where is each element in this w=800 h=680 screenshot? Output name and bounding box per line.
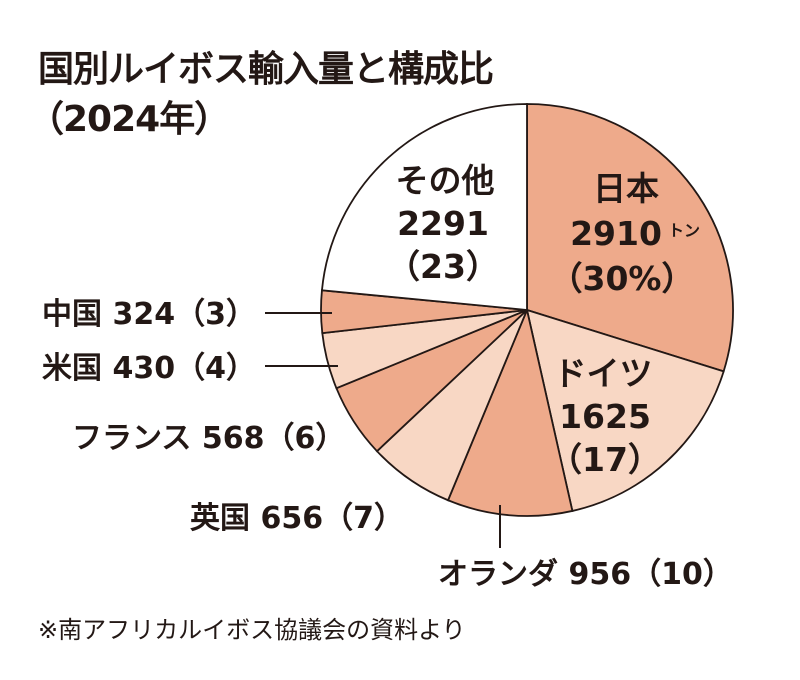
chart-subtitle: （2024年） [28,99,230,140]
label-other-name: その他 [396,161,495,200]
label-germany-value: 1625 [559,397,651,436]
pie-slice-1 [525,308,725,513]
pie-slice-0 [526,103,734,373]
label-japan-value: 2910 [570,214,662,253]
label-uk: 英国 656（7） [190,501,404,536]
label-netherlands: オランダ 956（10） [438,557,733,592]
label-other-percent: （23） [387,247,499,286]
label-germany-name: ドイツ [554,354,653,393]
pie-slice-7 [320,103,528,311]
pie-slice-2 [446,307,574,517]
label-other-value: 2291 [397,204,489,243]
label-japan-unit: トン [668,221,700,240]
chart-title: 国別ルイボス輸入量と構成比 [38,49,494,90]
label-germany-percent: （17） [549,440,661,479]
label-france: フランス 568（6） [72,421,345,456]
source-note: ※南アフリカルイボス協議会の資料より [38,616,466,644]
label-japan-name: 日本 [593,169,659,208]
label-japan-percent: （30%） [550,259,695,298]
label-china: 中国 324（3） [42,297,256,332]
label-usa: 米国 430（4） [42,351,256,386]
